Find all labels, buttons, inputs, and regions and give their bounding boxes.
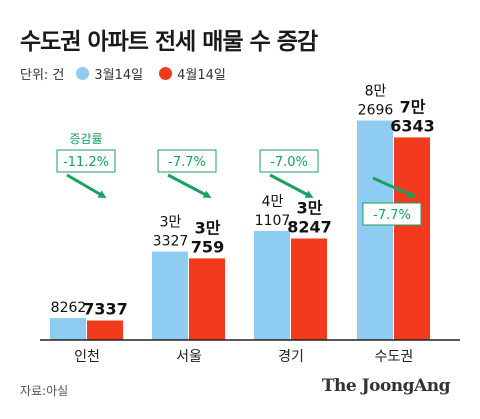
change-label-0: -11.2%: [63, 155, 109, 170]
value-label-april-2-1: 8247: [287, 217, 332, 236]
chart-title: 수도권 아파트 전세 매물 수 증감: [20, 29, 318, 55]
unit-label: 단위: 건: [20, 68, 65, 83]
value-label-march-0-0: 8262: [51, 300, 87, 316]
change-label-1: -7.7%: [168, 155, 206, 170]
category-label-0: 인천: [74, 349, 100, 365]
legend-label-march: 3월14일: [94, 68, 144, 83]
bar-april-3: [394, 137, 430, 340]
change-box-0: [56, 149, 116, 173]
value-label-april-3-0: 7만: [400, 97, 426, 116]
category-label-2: 경기: [278, 349, 304, 365]
legend-entry-april: 4월14일: [159, 64, 226, 83]
change-arrow-0: [66, 173, 107, 199]
value-label-april-2-0: 3만: [297, 198, 323, 217]
value-label-april-1-0: 3만: [195, 218, 221, 237]
change-arrow-1: [167, 173, 212, 198]
value-label-march-1-1: 3327: [153, 234, 189, 250]
value-label-april-1-1: 759: [191, 237, 224, 256]
value-label-march-3-1: 2696: [358, 103, 394, 119]
legend-swatch-april: [159, 67, 173, 80]
legend-entry-march: 3월14일: [76, 64, 143, 83]
category-label-3: 수도권: [375, 349, 414, 365]
bar-march-0: [50, 318, 86, 340]
category-label-1: 서울: [176, 349, 202, 365]
legend-label-april: 4월14일: [177, 68, 226, 83]
legend: 단위: 건 3월14일 4월14일: [20, 64, 242, 83]
change-label-3: -7.7%: [373, 208, 411, 223]
change-box-2: [259, 149, 319, 173]
change-arrow-3: [372, 176, 417, 199]
value-label-april-3-1: 6343: [390, 116, 435, 135]
value-label-march-2-0: 4만: [262, 194, 284, 210]
bar-march-2: [254, 230, 290, 340]
bar-april-1: [189, 258, 225, 340]
change-box-3: [362, 202, 422, 226]
change-box-1: [157, 149, 217, 173]
value-label-march-2-1: 1107: [255, 213, 291, 229]
change-arrow-2: [269, 173, 314, 198]
bar-march-3: [357, 120, 393, 340]
brand-logo: The JoongAng: [321, 376, 451, 396]
value-label-march-3-0: 8만: [365, 84, 387, 100]
change-caption: 증감률: [69, 132, 102, 146]
legend-swatch-march: [76, 67, 90, 80]
bar-april-2: [291, 238, 327, 340]
value-label-march-1-0: 3만: [160, 215, 182, 231]
bar-april-0: [87, 320, 123, 340]
value-label-april-0-0: 7337: [83, 300, 128, 319]
source-note: 자료:아실: [20, 384, 69, 398]
change-label-2: -7.0%: [270, 155, 308, 170]
bar-march-1: [152, 251, 188, 340]
